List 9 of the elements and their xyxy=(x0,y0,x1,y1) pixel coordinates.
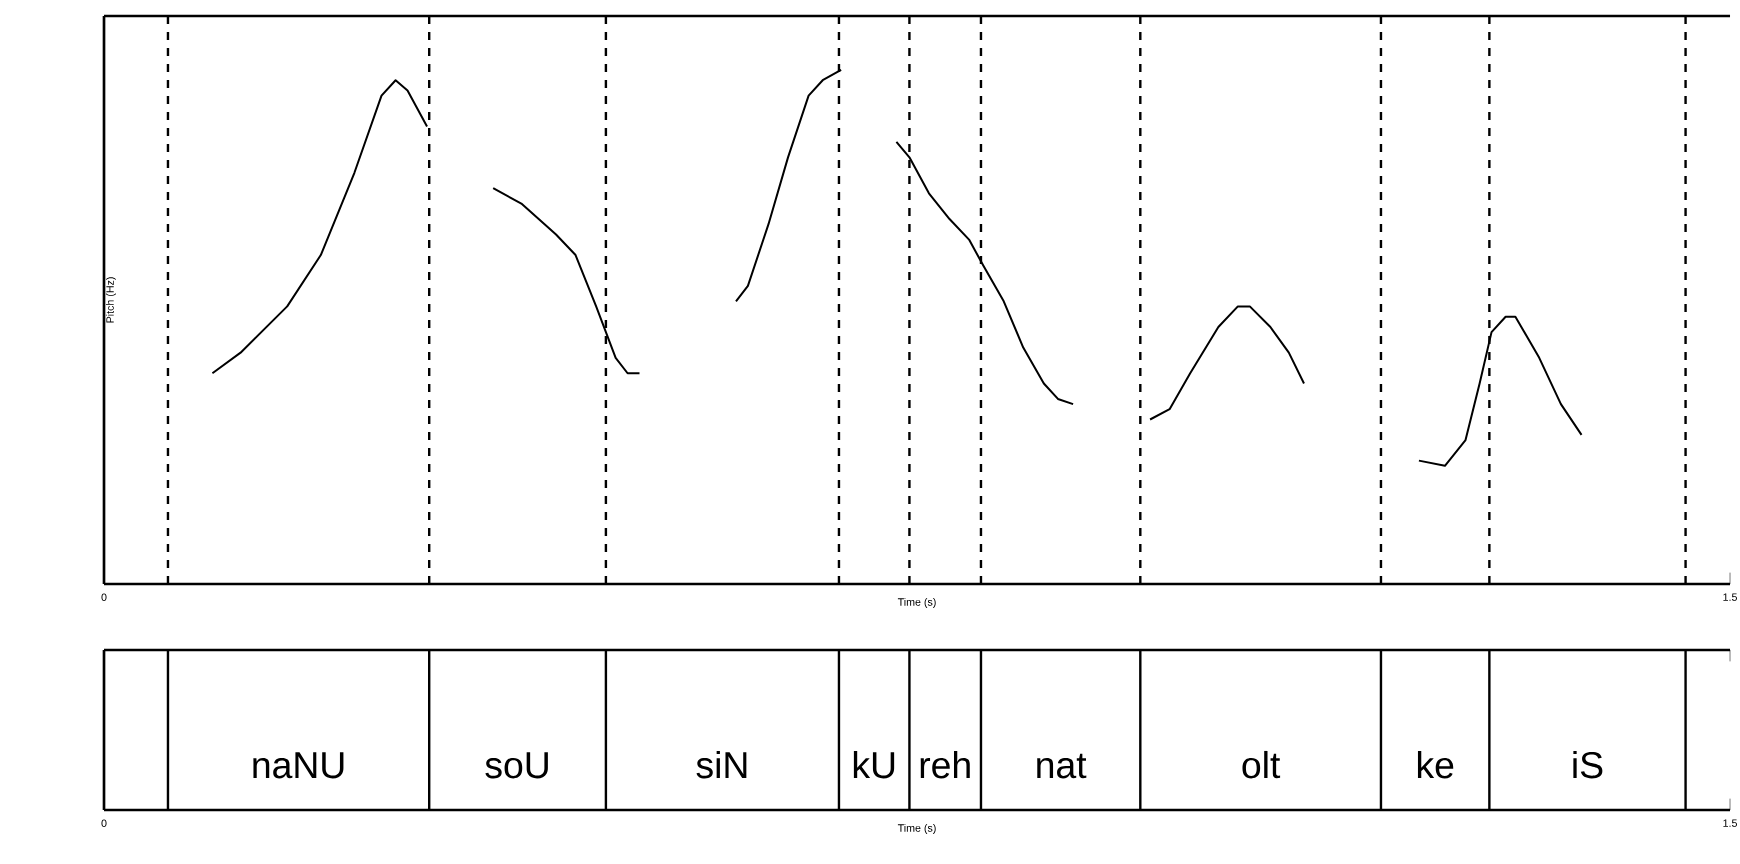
text: siN xyxy=(696,750,747,779)
text: olt xyxy=(1242,750,1281,779)
text: iS xyxy=(1573,750,1603,779)
text: nat xyxy=(1037,753,1087,779)
text: naNU xyxy=(253,752,344,779)
text: reh xyxy=(920,750,970,779)
text: kU xyxy=(853,750,895,779)
text: soU xyxy=(485,752,548,779)
text: ke xyxy=(1417,750,1454,779)
